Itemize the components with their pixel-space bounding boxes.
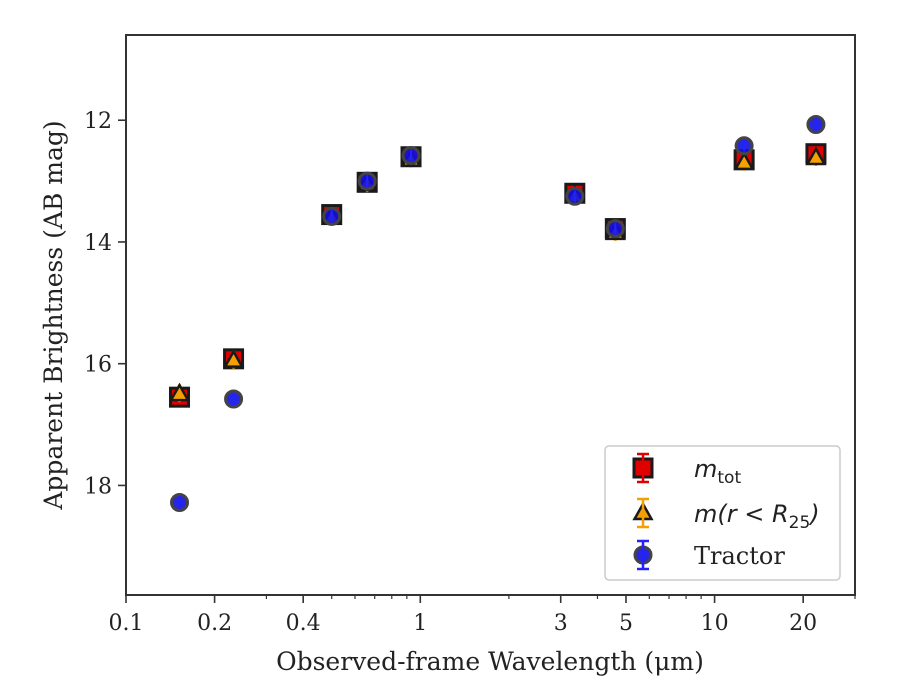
data-points — [168, 114, 827, 512]
plot-area — [125, 34, 856, 596]
y-axis-title: Apparent Brightness (AB mag) — [39, 120, 68, 510]
x-tick-label: 0.4 — [286, 611, 321, 636]
legend-box — [604, 445, 841, 581]
x-tick-label: 10 — [701, 611, 729, 636]
x-tick-label: 3 — [554, 611, 568, 636]
x-tick-label: 0.1 — [109, 611, 144, 636]
x-axis: 0.1 0.2 0.4 1 3 5 10 20 — [109, 595, 856, 636]
series-m-r25 — [168, 146, 827, 403]
y-tick-label: 14 — [84, 231, 112, 256]
legend-label: Tractor — [694, 542, 785, 570]
plot-frame — [125, 34, 856, 596]
series-mtot — [169, 143, 827, 408]
x-tick-label: 0.2 — [197, 611, 232, 636]
m-r25-point — [222, 349, 245, 368]
y-tick-label: 18 — [84, 474, 112, 499]
y-tick-label: 12 — [84, 109, 112, 134]
y-axis: 12 14 16 18 — [84, 109, 126, 499]
m-r25-point — [733, 151, 755, 171]
y-tick-label: 16 — [84, 353, 112, 378]
x-axis-title: Observed-frame Wavelength (μm) — [276, 647, 704, 676]
x-tick-label: 1 — [413, 611, 427, 636]
series-tractor — [170, 114, 826, 512]
x-tick-label: 5 — [619, 611, 633, 636]
m-r25-point — [805, 146, 827, 166]
x-tick-label: 20 — [789, 611, 817, 636]
m-r25-point — [168, 382, 191, 402]
